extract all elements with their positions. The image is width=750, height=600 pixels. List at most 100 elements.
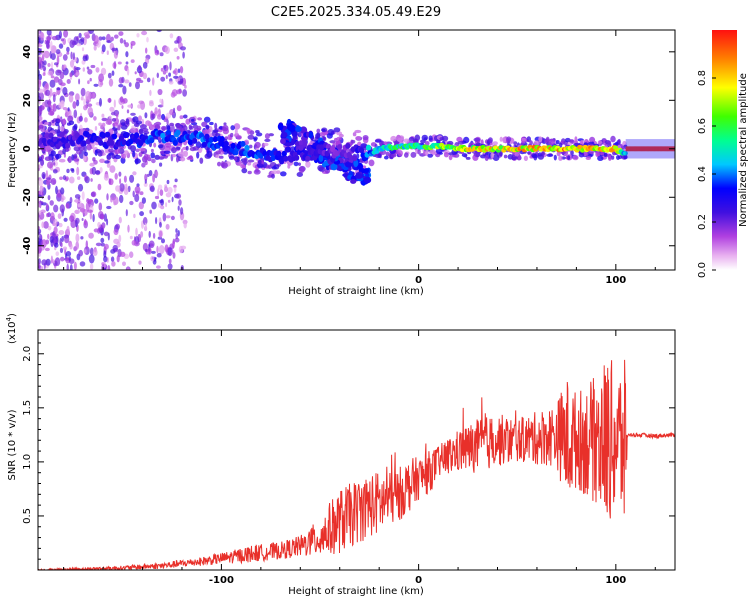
spectrogram-halo-point	[305, 160, 311, 168]
spectrogram-noise-point	[139, 191, 144, 196]
spectrogram-band-point	[662, 146, 665, 152]
spectrogram-noise-point	[56, 87, 61, 91]
spectrogram-noise-point	[88, 254, 95, 264]
spectrogram-halo-point	[101, 122, 106, 128]
spectrogram-halo-point	[217, 161, 222, 167]
spectrogram-halo-point	[176, 156, 179, 163]
spectrogram-noise-point	[74, 199, 80, 203]
spectrogram-noise-point	[38, 56, 42, 64]
spectrogram-halo-point	[484, 154, 489, 161]
spectrogram-noise-point	[38, 231, 41, 236]
spectrogram-noise-point	[38, 79, 42, 88]
spectrogram-noise-point	[174, 178, 178, 183]
spectrogram-halo-point	[265, 165, 270, 169]
spectrogram-halo-point	[215, 150, 221, 155]
spectrogram-noise-point	[156, 252, 162, 258]
spectrogram-noise-point	[129, 235, 133, 240]
spectrogram-noise-point	[77, 176, 81, 181]
spectrogram-halo-point	[473, 137, 481, 142]
spectrogram-branch-point	[365, 173, 370, 178]
spectrogram-halo-point	[362, 135, 369, 141]
spectrogram-noise-point	[48, 98, 51, 108]
spectrogram-halo-point	[161, 113, 166, 121]
spectrogram-halo-point	[583, 152, 589, 156]
spectrogram-halo-point	[112, 122, 119, 127]
spectrogram-noise-point	[150, 255, 155, 262]
spectrogram-noise-point	[63, 30, 69, 38]
spectrogram-noise-point	[69, 39, 75, 48]
spectrogram-noise-point	[166, 179, 170, 185]
spectrogram-noise-point	[41, 259, 48, 266]
spectrogram-noise-point	[110, 256, 115, 263]
spectrogram-noise-point	[38, 44, 43, 48]
spectrogram-halo-point	[336, 136, 342, 141]
spectrogram-noise-point	[129, 174, 135, 183]
spectrogram-halo-point	[321, 128, 326, 132]
spectrogram-noise-point	[156, 30, 162, 33]
spectrogram-noise-point	[103, 173, 109, 181]
spectrogram-halo-point	[92, 157, 96, 162]
spectrogram-halo-point	[293, 161, 299, 167]
spectrogram-noise-point	[110, 111, 116, 116]
spectrogram-noise-point	[94, 125, 98, 131]
spectrogram-noise-point	[111, 261, 116, 267]
spectrogram-noise-point	[176, 105, 182, 112]
spectrogram-noise-point	[47, 225, 52, 231]
spectrogram-noise-point	[166, 119, 169, 126]
spectrogram-halo-point	[522, 138, 527, 142]
spectrogram-halo-point	[191, 118, 195, 122]
spectrogram-ridge-point	[208, 136, 214, 143]
spectrogram-ridge-point	[172, 139, 178, 146]
spectrogram-noise-point	[78, 249, 83, 257]
spectrogram-halo-point	[236, 135, 242, 140]
spectrogram-noise-point	[114, 34, 119, 39]
spectrogram-branch-point	[318, 154, 324, 162]
spectrogram-noise-point	[172, 240, 175, 249]
spectrogram-noise-point	[46, 40, 50, 49]
spectrogram-noise-point	[95, 170, 101, 175]
spectrogram-halo-point	[377, 153, 382, 158]
spectrogram-halo-point	[603, 153, 608, 157]
spectrogram-noise-point	[53, 76, 60, 83]
spectrogram-noise-point	[75, 233, 80, 243]
spectrogram-noise-point	[83, 105, 88, 111]
spectrogram-noise-point	[148, 101, 154, 107]
spectrogram-noise-point	[116, 241, 121, 248]
spectrogram-halo-point	[538, 136, 543, 143]
spectrogram-noise-point	[121, 105, 124, 109]
spectrogram-noise-point	[119, 183, 125, 192]
spectrogram-halo-point	[492, 141, 498, 146]
spectrogram-noise-point	[46, 179, 50, 186]
spectrogram-noise-point	[41, 239, 47, 248]
spectrogram-noise-point	[156, 245, 159, 254]
spectrogram-noise-point	[38, 262, 41, 269]
spectrogram-halo-point	[247, 159, 255, 163]
spectrogram-noise-point	[52, 169, 58, 174]
spectrogram-halo-point	[350, 139, 356, 144]
spectrogram-branch-point	[277, 123, 284, 131]
spectrogram-ridge-point	[187, 139, 193, 146]
spectrogram-noise-point	[160, 76, 166, 82]
spectrogram-noise-point	[165, 64, 169, 74]
spectrogram-halo-point	[123, 150, 129, 156]
spectrogram-noise-point	[92, 213, 95, 223]
spectrogram-band-point	[656, 146, 659, 152]
spectrogram-halo-point	[617, 138, 621, 145]
spectrogram-ridge-point	[109, 139, 115, 146]
spectrogram-noise-point	[85, 202, 90, 212]
spectrogram-noise-point	[126, 109, 130, 114]
spectrogram-noise-point	[150, 148, 154, 153]
spectrogram-noise-point	[38, 62, 42, 70]
spectrogram-noise-point	[101, 44, 106, 53]
top-y-axis-label: Frequency (Hz)	[7, 112, 18, 188]
spectrogram-noise-point	[107, 72, 112, 79]
spectrogram-halo-point	[567, 155, 571, 161]
spectrogram-noise-point	[42, 65, 47, 72]
spectrogram-halo-point	[185, 145, 189, 151]
spectrogram-noise-point	[173, 107, 176, 114]
spectrogram-noise-point	[90, 191, 96, 197]
spectrogram-halo-point	[97, 150, 103, 157]
spectrogram-halo-point	[403, 138, 410, 144]
spectrogram-noise-point	[158, 245, 165, 254]
spectrogram-halo-point	[169, 122, 175, 127]
